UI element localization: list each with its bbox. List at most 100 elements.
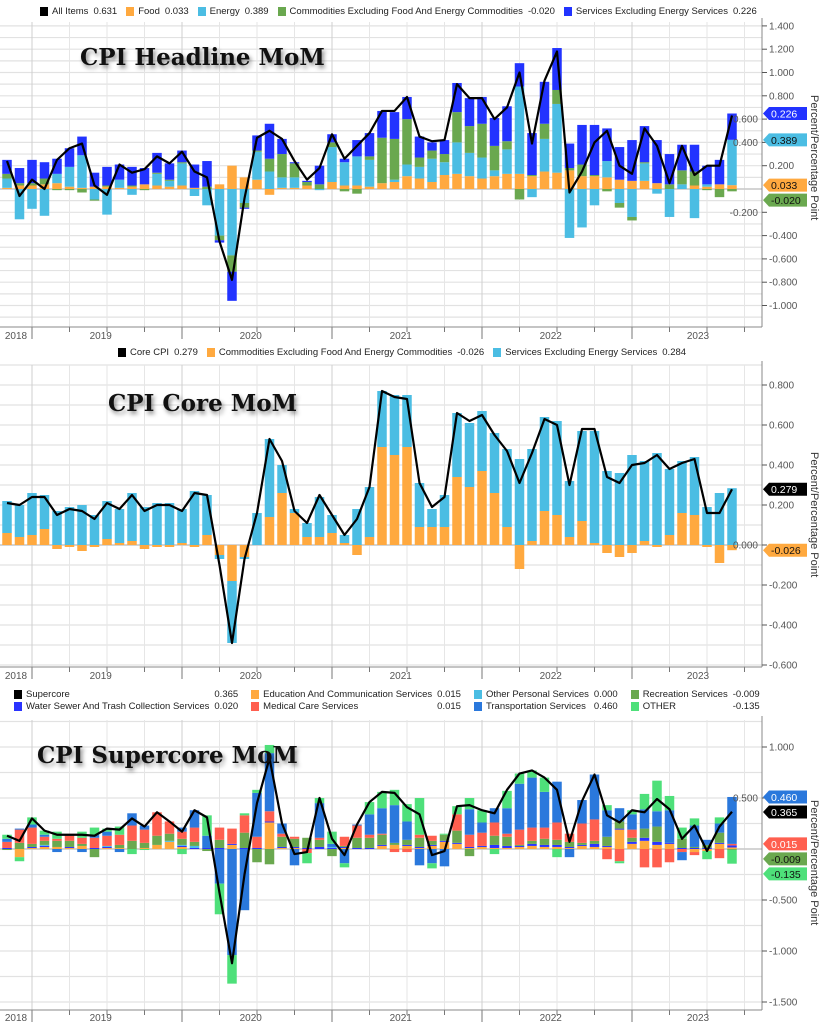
bar-segment-transportation-services — [14, 828, 25, 830]
bar-segment-medical-care-services — [614, 849, 625, 862]
y-tick-label: 0.500 — [733, 794, 758, 805]
bar-segment-food — [627, 180, 637, 189]
bar-segment-services-excluding-energy-services — [239, 207, 250, 209]
bar-segment-medical-care-services — [552, 822, 562, 840]
tag-value: -0.009 — [771, 854, 801, 866]
bar-segment-medical-care-services — [627, 829, 637, 838]
legend-label: Transportation Services — [485, 700, 586, 712]
legend-label: Core CPI — [130, 347, 170, 358]
legend-swatch — [563, 7, 572, 16]
bar-segment-other — [689, 818, 700, 826]
bar-segment-education-and-communication-services — [514, 846, 525, 849]
bar-segment-other — [227, 955, 237, 984]
bar-segment-commodities-excluding-food-and-energy-commodities — [39, 178, 50, 185]
bar-segment-medical-care-services — [714, 849, 725, 859]
bar-segment-transportation-services — [689, 825, 700, 847]
bar-segment-medical-care-services — [52, 838, 62, 841]
bar-segment-education-and-communication-services — [527, 845, 537, 849]
bar-segment-food — [552, 172, 562, 189]
bar-segment-education-and-communication-services — [377, 845, 387, 849]
x-year-label: 2019 — [90, 671, 113, 682]
bar-segment-services-excluding-energy-services — [664, 154, 675, 185]
bar-segment-food — [302, 185, 312, 189]
bar-segment-commodities-excluding-food-and-energy-commodities — [477, 123, 487, 158]
bar-segment-recreation-services — [189, 841, 200, 846]
bar-segment-services-excluding-energy-services — [327, 134, 337, 143]
bar-segment-commodities-excluding-food-and-energy-commodities — [202, 535, 212, 545]
bar-segment-other — [39, 830, 50, 835]
bar-segment-transportation-services — [289, 849, 300, 866]
bar-segment-education-and-communication-services — [64, 847, 75, 849]
bar-segment-medical-care-services — [389, 849, 400, 853]
bar-segment-medical-care-services — [427, 835, 437, 841]
bar-segment-services-excluding-energy-services — [639, 461, 650, 541]
bar-segment-commodities-excluding-food-and-energy-commodities — [627, 216, 637, 221]
bar-segment-services-excluding-energy-services — [64, 507, 75, 545]
bar-segment-water-sewer-and-trash-collection-services — [327, 847, 337, 849]
legend-label: OTHER — [642, 700, 676, 712]
bar-segment-commodities-excluding-food-and-energy-commodities — [627, 545, 637, 553]
bar-segment-energy — [439, 162, 450, 176]
bar-segment-services-excluding-energy-services — [302, 180, 312, 183]
bar-segment-commodities-excluding-food-and-energy-commodities — [139, 545, 150, 549]
bar-segment-medical-care-services — [452, 814, 462, 831]
bar-segment-recreation-services — [389, 842, 400, 845]
bar-segment-medical-care-services — [402, 849, 412, 853]
bar-segment-services-excluding-energy-services — [114, 164, 125, 180]
bar-segment-energy — [689, 189, 700, 219]
bar-segment-transportation-services — [277, 823, 287, 834]
bar-segment-services-excluding-energy-services — [677, 461, 687, 513]
bar-segment-transportation-services — [464, 809, 475, 835]
bar-segment-transportation-services — [414, 849, 425, 866]
bar-segment-recreation-services — [452, 830, 462, 843]
bar-segment-other — [364, 802, 375, 815]
bar-segment-services-excluding-energy-services — [552, 421, 562, 515]
bar-segment-energy — [552, 103, 562, 173]
bar-segment-medical-care-services — [177, 831, 187, 839]
bar-segment-other — [27, 817, 37, 825]
bar-segment-medical-care-services — [464, 834, 475, 847]
chart-0: 1.400 1.200 1.000 0.800 0.600 0.400 0.200 -0.20… — [0, 18, 807, 342]
bar-segment-energy — [227, 189, 237, 256]
bar-segment-medical-care-services — [352, 825, 362, 838]
bar-segment-commodities-excluding-food-and-energy-commodities — [602, 189, 612, 192]
y-tick-label: -1.500 — [769, 998, 798, 1009]
bar-segment-services-excluding-energy-services — [189, 491, 200, 545]
bar-segment-other — [264, 744, 275, 754]
bar-segment-commodities-excluding-food-and-energy-commodities — [577, 521, 587, 545]
bar-segment-education-and-communication-services — [177, 846, 187, 849]
bar-segment-food — [527, 176, 537, 189]
bar-segment-other — [639, 793, 650, 810]
bar-segment-energy — [177, 163, 187, 186]
bar-segment-commodities-excluding-food-and-energy-commodities — [552, 515, 562, 545]
bar-segment-services-excluding-energy-services — [552, 48, 562, 90]
bar-segment-services-excluding-energy-services — [489, 433, 500, 493]
value-tag-other: -0.135 — [763, 867, 807, 881]
legend-swatch — [630, 701, 639, 711]
bar-segment-education-and-communication-services — [339, 847, 350, 849]
bar-segment-other — [714, 817, 725, 824]
legend-swatch — [40, 7, 48, 16]
bar-segment-other — [202, 815, 212, 836]
bar-segment-other — [502, 790, 512, 809]
core-chart-title: CPI Core MoM — [108, 390, 298, 417]
y-tick-label: -1.000 — [769, 301, 798, 312]
bar-segment-other — [652, 780, 662, 812]
bar-segment-transportation-services — [677, 852, 687, 861]
bar-segment-water-sewer-and-trash-collection-services — [602, 845, 612, 847]
bar-segment-recreation-services — [577, 842, 587, 845]
chart-2: 1.000 0.500 -0.500 -1.000 -1.500 2018 2019 2020… — [0, 716, 807, 1024]
bar-segment-recreation-services — [614, 821, 625, 829]
bar-segment-commodities-excluding-food-and-energy-commodities — [602, 545, 612, 553]
bar-segment-energy — [89, 189, 100, 200]
bar-segment-transportation-services — [102, 831, 112, 836]
bar-segment-transportation-services — [552, 781, 562, 823]
bar-segment-education-and-communication-services — [27, 847, 37, 849]
bar-segment-energy — [2, 178, 12, 188]
bar-segment-commodities-excluding-food-and-energy-commodities — [589, 175, 600, 177]
bar-segment-other — [464, 798, 475, 810]
core-y-axis-title: Percent/Percentage Point — [808, 452, 820, 578]
bar-segment-water-sewer-and-trash-collection-services — [102, 846, 112, 848]
bar-segment-water-sewer-and-trash-collection-services — [277, 846, 287, 848]
